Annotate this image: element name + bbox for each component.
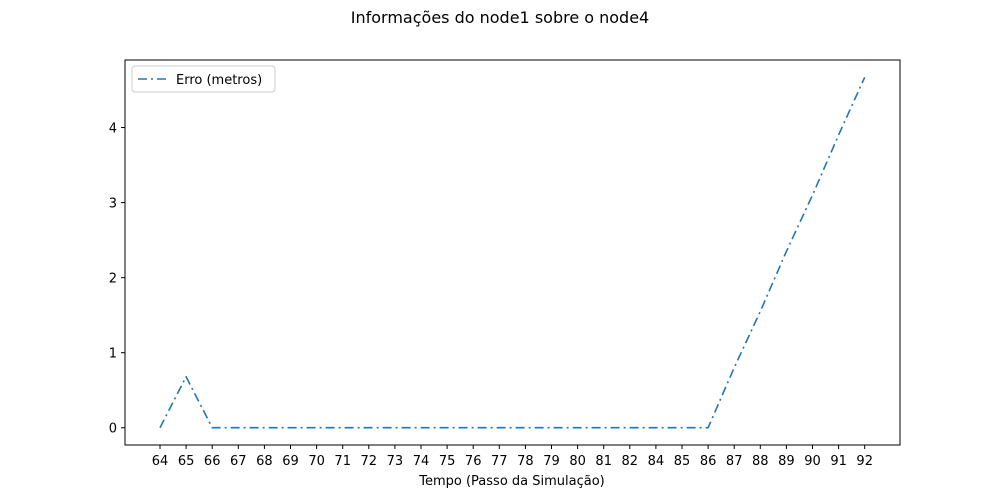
y-tick-label: 3: [109, 197, 117, 212]
series-line-erro: [159, 76, 866, 429]
chart-title: Informações do node1 sobre o node4: [351, 8, 649, 27]
x-tick-label: 84: [648, 454, 665, 469]
y-tick-label: 2: [109, 272, 117, 287]
legend-box: [131, 65, 276, 93]
x-tick-label: 65: [178, 454, 195, 469]
x-tick-label: 66: [204, 454, 221, 469]
y-axis-ticks: 0 1 2 3 4: [109, 122, 125, 437]
x-tick-label: 79: [543, 454, 560, 469]
series-layer: [159, 76, 866, 429]
legend: Erro (metros): [131, 65, 276, 93]
x-tick-label: 82: [622, 454, 639, 469]
x-tick-label: 92: [856, 454, 873, 469]
x-tick-label: 72: [361, 454, 378, 469]
x-tick-label: 67: [230, 454, 247, 469]
x-tick-label: 70: [308, 454, 325, 469]
x-tick-label: 87: [726, 454, 743, 469]
x-tick-label: 88: [752, 454, 769, 469]
plot-frame: [124, 59, 901, 446]
x-tick-label: 86: [700, 454, 717, 469]
x-tick-label: 69: [282, 454, 299, 469]
y-tick-label: 1: [109, 347, 117, 362]
x-tick-label: 71: [334, 454, 351, 469]
x-tick-label: 77: [491, 454, 508, 469]
x-tick-label: 89: [778, 454, 795, 469]
y-tick-label: 4: [109, 122, 117, 137]
x-tick-label: 75: [439, 454, 456, 469]
x-tick-label: 80: [569, 454, 586, 469]
x-axis-ticks: 64 65 66 67 68 69 70 71 72 73 74 75 76 77 78 79 80 81 82 84…: [152, 445, 873, 469]
plot-background: [125, 60, 900, 445]
y-tick-label: 0: [109, 422, 117, 437]
x-tick-label: 85: [674, 454, 691, 469]
plot-area: 64 65 66 67 68 69 70 71 72 73 74 75 76 77 78 79 80 81 82 84…: [109, 59, 901, 469]
x-tick-label: 64: [152, 454, 169, 469]
x-tick-label: 74: [413, 454, 430, 469]
x-tick-label: 81: [595, 454, 612, 469]
x-tick-label: 73: [387, 454, 404, 469]
x-tick-label: 68: [256, 454, 273, 469]
legend-label: Erro (metros): [176, 73, 262, 88]
x-tick-label: 91: [830, 454, 847, 469]
x-tick-label: 90: [804, 454, 821, 469]
x-tick-label: 78: [517, 454, 534, 469]
x-tick-label: 76: [465, 454, 482, 469]
x-axis-label: Tempo (Passo da Simulação): [418, 474, 605, 489]
